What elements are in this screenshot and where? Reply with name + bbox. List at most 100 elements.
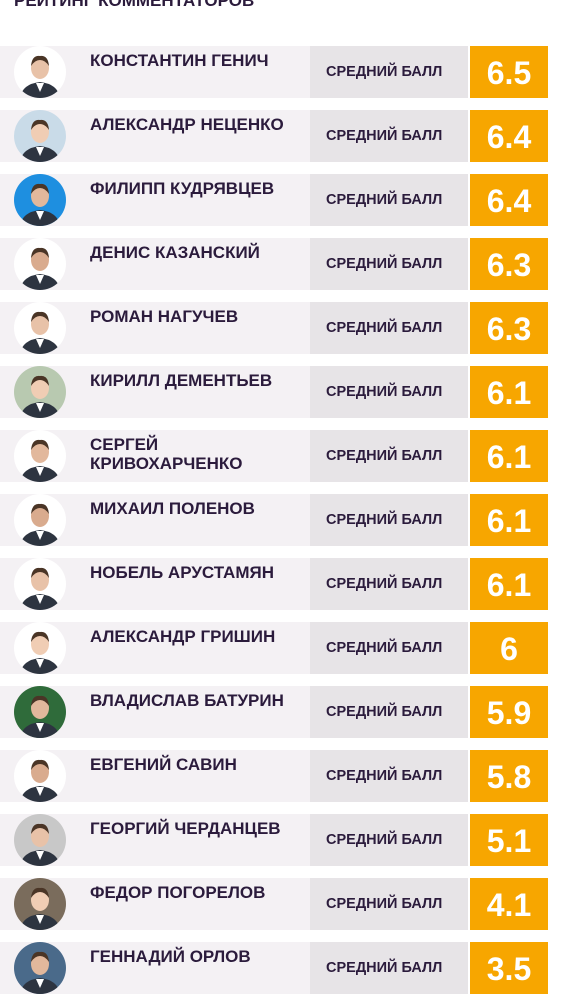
score-label: СРЕДНИЙ БАЛЛ [326, 320, 443, 336]
score-label: СРЕДНИЙ БАЛЛ [326, 704, 443, 720]
score-label: СРЕДНИЙ БАЛЛ [326, 384, 443, 400]
rating-row: НОБЕЛЬ АРУСТАМЯН СРЕДНИЙ БАЛЛ 6.1 [0, 558, 550, 610]
score: 6.1 [470, 494, 548, 546]
score: 5.1 [470, 814, 548, 866]
commentator-name: ФЕДОР ПОГОРЕЛОВ [90, 883, 266, 902]
label-panel: СРЕДНИЙ БАЛЛ [310, 558, 468, 610]
score: 6.3 [470, 302, 548, 354]
commentator-name: АЛЕКСАНДР НЕЦЕНКО [90, 115, 284, 134]
rating-row: ГЕННАДИЙ ОРЛОВ СРЕДНИЙ БАЛЛ 3.5 [0, 942, 550, 994]
rating-row: СЕРГЕЙ КРИВОХАРЧЕНКО СРЕДНИЙ БАЛЛ 6.1 [0, 430, 550, 482]
label-panel: СРЕДНИЙ БАЛЛ [310, 622, 468, 674]
score: 5.8 [470, 750, 548, 802]
name-panel: НОБЕЛЬ АРУСТАМЯН [0, 558, 310, 610]
label-panel: СРЕДНИЙ БАЛЛ [310, 750, 468, 802]
score: 6.3 [470, 238, 548, 290]
score: 6 [470, 622, 548, 674]
commentator-name: КОНСТАНТИН ГЕНИЧ [90, 51, 269, 70]
name-panel: СЕРГЕЙ КРИВОХАРЧЕНКО [0, 430, 310, 482]
name-panel: ФЕДОР ПОГОРЕЛОВ [0, 878, 310, 930]
name-panel: КИРИЛЛ ДЕМЕНТЬЕВ [0, 366, 310, 418]
avatar [14, 430, 66, 482]
label-panel: СРЕДНИЙ БАЛЛ [310, 430, 468, 482]
rating-row: КОНСТАНТИН ГЕНИЧ СРЕДНИЙ БАЛЛ 6.5 [0, 46, 550, 98]
score-label: СРЕДНИЙ БАЛЛ [326, 896, 443, 912]
score-label: СРЕДНИЙ БАЛЛ [326, 512, 443, 528]
commentator-name: ВЛАДИСЛАВ БАТУРИН [90, 691, 284, 710]
name-panel: ЕВГЕНИЙ САВИН [0, 750, 310, 802]
rating-row: ЕВГЕНИЙ САВИН СРЕДНИЙ БАЛЛ 5.8 [0, 750, 550, 802]
label-panel: СРЕДНИЙ БАЛЛ [310, 238, 468, 290]
rating-row: ДЕНИС КАЗАНСКИЙ СРЕДНИЙ БАЛЛ 6.3 [0, 238, 550, 290]
commentator-name: ДЕНИС КАЗАНСКИЙ [90, 243, 260, 262]
rating-row: ФИЛИПП КУДРЯВЦЕВ СРЕДНИЙ БАЛЛ 6.4 [0, 174, 550, 226]
commentator-name: МИХАИЛ ПОЛЕНОВ [90, 499, 255, 518]
score-label: СРЕДНИЙ БАЛЛ [326, 64, 443, 80]
name-panel: РОМАН НАГУЧЕВ [0, 302, 310, 354]
score-label: СРЕДНИЙ БАЛЛ [326, 128, 443, 144]
score-label: СРЕДНИЙ БАЛЛ [326, 640, 443, 656]
rating-row: АЛЕКСАНДР ГРИШИН СРЕДНИЙ БАЛЛ 6 [0, 622, 550, 674]
label-panel: СРЕДНИЙ БАЛЛ [310, 686, 468, 738]
score: 3.5 [470, 942, 548, 994]
name-panel: МИХАИЛ ПОЛЕНОВ [0, 494, 310, 546]
avatar [14, 302, 66, 354]
score-label: СРЕДНИЙ БАЛЛ [326, 832, 443, 848]
label-panel: СРЕДНИЙ БАЛЛ [310, 494, 468, 546]
score: 5.9 [470, 686, 548, 738]
score-label: СРЕДНИЙ БАЛЛ [326, 768, 443, 784]
avatar [14, 814, 66, 866]
avatar [14, 238, 66, 290]
name-panel: КОНСТАНТИН ГЕНИЧ [0, 46, 310, 98]
score-label: СРЕДНИЙ БАЛЛ [326, 448, 443, 464]
rating-row: РОМАН НАГУЧЕВ СРЕДНИЙ БАЛЛ 6.3 [0, 302, 550, 354]
avatar [14, 558, 66, 610]
avatar [14, 110, 66, 162]
score: 6.4 [470, 110, 548, 162]
score: 6.5 [470, 46, 548, 98]
page-title: РЕЙТИНГ КОММЕНТАТОРОВ [14, 0, 255, 10]
name-panel: ДЕНИС КАЗАНСКИЙ [0, 238, 310, 290]
score-label: СРЕДНИЙ БАЛЛ [326, 256, 443, 272]
name-panel: ГЕОРГИЙ ЧЕРДАНЦЕВ [0, 814, 310, 866]
commentator-name: КИРИЛЛ ДЕМЕНТЬЕВ [90, 371, 273, 390]
avatar [14, 494, 66, 546]
commentator-name: ГЕОРГИЙ ЧЕРДАНЦЕВ [90, 819, 281, 838]
rating-row: ГЕОРГИЙ ЧЕРДАНЦЕВ СРЕДНИЙ БАЛЛ 5.1 [0, 814, 550, 866]
avatar [14, 366, 66, 418]
label-panel: СРЕДНИЙ БАЛЛ [310, 174, 468, 226]
name-panel: АЛЕКСАНДР ГРИШИН [0, 622, 310, 674]
avatar [14, 878, 66, 930]
score-label: СРЕДНИЙ БАЛЛ [326, 576, 443, 592]
commentator-name: ГЕННАДИЙ ОРЛОВ [90, 947, 251, 966]
avatar [14, 622, 66, 674]
label-panel: СРЕДНИЙ БАЛЛ [310, 46, 468, 98]
commentator-name: ФИЛИПП КУДРЯВЦЕВ [90, 179, 275, 198]
label-panel: СРЕДНИЙ БАЛЛ [310, 942, 468, 994]
score: 6.1 [470, 558, 548, 610]
rating-row: ФЕДОР ПОГОРЕЛОВ СРЕДНИЙ БАЛЛ 4.1 [0, 878, 550, 930]
score: 6.1 [470, 366, 548, 418]
label-panel: СРЕДНИЙ БАЛЛ [310, 302, 468, 354]
score: 4.1 [470, 878, 548, 930]
avatar [14, 942, 66, 994]
commentator-name: РОМАН НАГУЧЕВ [90, 307, 239, 326]
rating-row: ВЛАДИСЛАВ БАТУРИН СРЕДНИЙ БАЛЛ 5.9 [0, 686, 550, 738]
rating-row: АЛЕКСАНДР НЕЦЕНКО СРЕДНИЙ БАЛЛ 6.4 [0, 110, 550, 162]
name-panel: ГЕННАДИЙ ОРЛОВ [0, 942, 310, 994]
name-panel: ВЛАДИСЛАВ БАТУРИН [0, 686, 310, 738]
label-panel: СРЕДНИЙ БАЛЛ [310, 110, 468, 162]
name-panel: АЛЕКСАНДР НЕЦЕНКО [0, 110, 310, 162]
commentator-name: АЛЕКСАНДР ГРИШИН [90, 627, 276, 646]
name-panel: ФИЛИПП КУДРЯВЦЕВ [0, 174, 310, 226]
commentator-name: НОБЕЛЬ АРУСТАМЯН [90, 563, 274, 582]
rating-row: МИХАИЛ ПОЛЕНОВ СРЕДНИЙ БАЛЛ 6.1 [0, 494, 550, 546]
label-panel: СРЕДНИЙ БАЛЛ [310, 366, 468, 418]
commentator-name: СЕРГЕЙ КРИВОХАРЧЕНКО [90, 435, 243, 473]
score: 6.1 [470, 430, 548, 482]
label-panel: СРЕДНИЙ БАЛЛ [310, 878, 468, 930]
score-label: СРЕДНИЙ БАЛЛ [326, 192, 443, 208]
label-panel: СРЕДНИЙ БАЛЛ [310, 814, 468, 866]
commentator-name: ЕВГЕНИЙ САВИН [90, 755, 237, 774]
